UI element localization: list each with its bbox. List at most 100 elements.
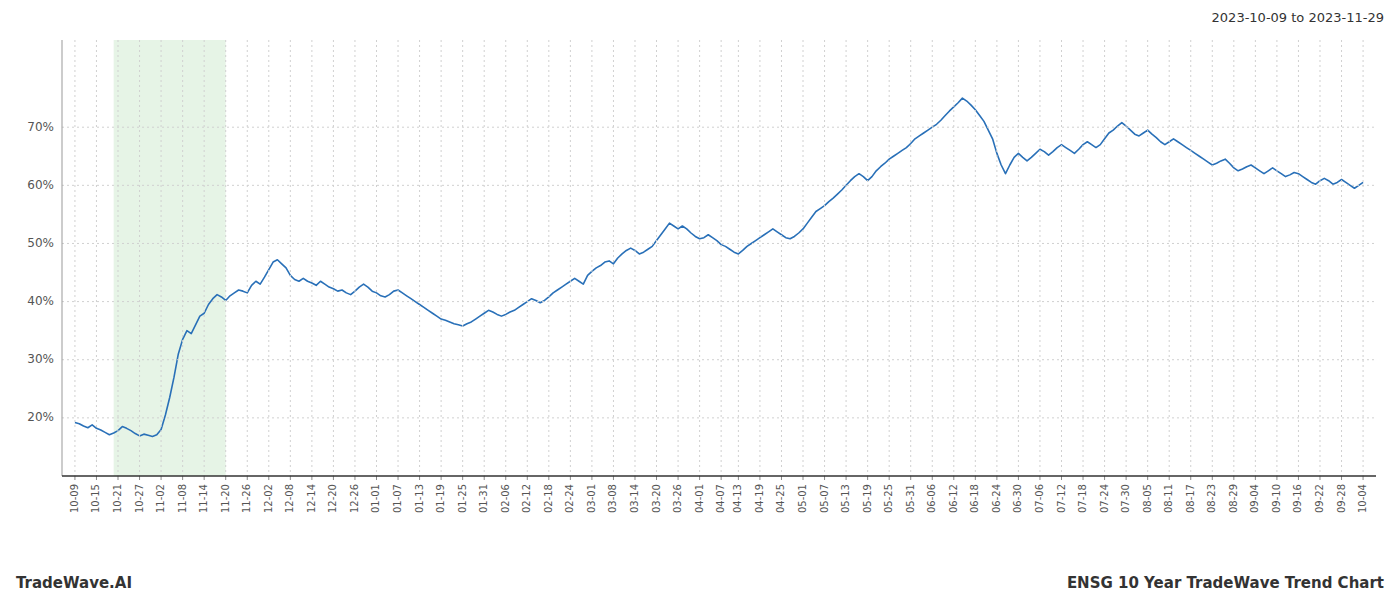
y-grid-line [62,417,1376,418]
x-tick-label: 08-11 [1163,484,1174,513]
x-grid-line [441,40,442,476]
x-grid-line [1233,40,1234,476]
x-tick-label: 09-28 [1336,484,1347,513]
x-grid-line [1104,40,1105,476]
x-tick-label: 05-19 [862,484,873,513]
x-tick-label: 03-26 [672,484,683,513]
y-tick-label: 20% [27,410,54,424]
x-grid-line [699,40,700,476]
x-grid-line [139,40,140,476]
x-tick-label: 12-08 [284,484,295,513]
x-tick-label: 04-13 [732,484,743,513]
y-grid-line [62,185,1376,186]
x-tick-label: 05-07 [819,484,830,513]
shaded-region [114,40,226,476]
x-grid-line [1083,40,1084,476]
x-grid-line [484,40,485,476]
x-tick-label: 01-31 [478,484,489,513]
x-grid-line [803,40,804,476]
x-grid-line [678,40,679,476]
x-grid-line [548,40,549,476]
plot-area [75,40,1363,476]
y-axis: 20%30%40%50%60%70% [27,40,62,476]
x-tick-label: 07-30 [1120,484,1131,513]
x-grid-line [846,40,847,476]
x-grid-line [247,40,248,476]
x-tick-label: 01-07 [392,484,403,513]
x-grid-line [932,40,933,476]
x-grid-line [910,40,911,476]
x-tick-label: 04-19 [754,484,765,513]
x-tick-label: 05-25 [883,484,894,513]
subtitle: 2023-10-09 to 2023-11-29 [1212,10,1384,25]
y-tick-label: 50% [27,236,54,250]
y-grid-line [62,127,1376,128]
x-grid-line [462,40,463,476]
x-tick-label: 11-20 [220,484,231,513]
x-tick-label: 08-17 [1185,484,1196,513]
trend-line [75,98,1363,436]
x-tick-label: 12-20 [327,484,338,513]
x-grid-line [656,40,657,476]
x-axis-line [62,475,1376,477]
x-tick-label: 07-06 [1034,484,1045,513]
x-tick-label: 08-29 [1228,484,1239,513]
x-tick-label: 02-12 [521,484,532,513]
x-grid-line [634,40,635,476]
x-grid-line [591,40,592,476]
x-grid-line [975,40,976,476]
x-tick-label: 10-09 [69,484,80,513]
x-tick-label: 10-27 [134,484,145,513]
x-tick-label: 04-01 [694,484,705,513]
x-grid-line [1255,40,1256,476]
x-grid-line [118,40,119,476]
x-grid-line [1276,40,1277,476]
x-grid-line [311,40,312,476]
x-grid-line [74,40,75,476]
y-tick-label: 70% [27,120,54,134]
x-tick-label: 01-01 [370,484,381,513]
x-grid-line [1363,40,1364,476]
x-grid-line [570,40,571,476]
x-tick-label: 09-16 [1292,484,1303,513]
x-tick-label: 06-18 [969,484,980,513]
x-grid-line [527,40,528,476]
y-axis-line [62,40,63,476]
x-grid-line [354,40,355,476]
x-grid-line [613,40,614,476]
y-tick-label: 60% [27,178,54,192]
x-grid-line [1061,40,1062,476]
x-grid-line [419,40,420,476]
x-tick-label: 04-07 [715,484,726,513]
x-grid-line [1126,40,1127,476]
x-grid-line [398,40,399,476]
x-grid-line [1319,40,1320,476]
x-grid-line [268,40,269,476]
x-tick-label: 08-23 [1206,484,1217,513]
x-grid-line [1169,40,1170,476]
x-grid-line [96,40,97,476]
title: ENSG 10 Year TradeWave Trend Chart [1067,574,1384,592]
x-tick-label: 09-10 [1271,484,1282,513]
y-grid-line [62,359,1376,360]
x-tick-label: 03-14 [629,484,640,513]
x-tick-label: 01-19 [435,484,446,513]
x-grid-line [182,40,183,476]
footer-annotation: TradeWave.AI [16,574,132,592]
x-tick-label: 02-06 [500,484,511,513]
x-tick-label: 02-24 [564,484,575,513]
x-grid-line [290,40,291,476]
x-tick-label: 10-15 [90,484,101,513]
x-tick-label: 08-05 [1142,484,1153,513]
x-tick-label: 03-08 [607,484,618,513]
x-grid-line [721,40,722,476]
x-tick-label: 10-21 [112,484,123,513]
y-grid-line [62,243,1376,244]
x-tick-label: 03-01 [586,484,597,513]
x-tick-label: 11-26 [241,484,252,513]
y-grid-line [62,301,1376,302]
x-grid-line [1341,40,1342,476]
x-tick-label: 11-14 [198,484,209,513]
x-grid-line [505,40,506,476]
x-tick-label: 12-26 [349,484,360,513]
